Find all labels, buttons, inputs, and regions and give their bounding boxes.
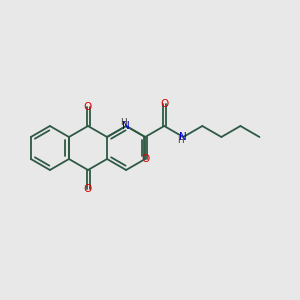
Text: O: O (160, 99, 168, 109)
Text: O: O (84, 102, 92, 112)
Text: N: N (179, 132, 187, 142)
Text: N: N (122, 121, 130, 131)
Text: H: H (177, 136, 184, 145)
Text: O: O (141, 154, 149, 164)
Text: O: O (84, 184, 92, 194)
Text: H: H (120, 118, 127, 127)
